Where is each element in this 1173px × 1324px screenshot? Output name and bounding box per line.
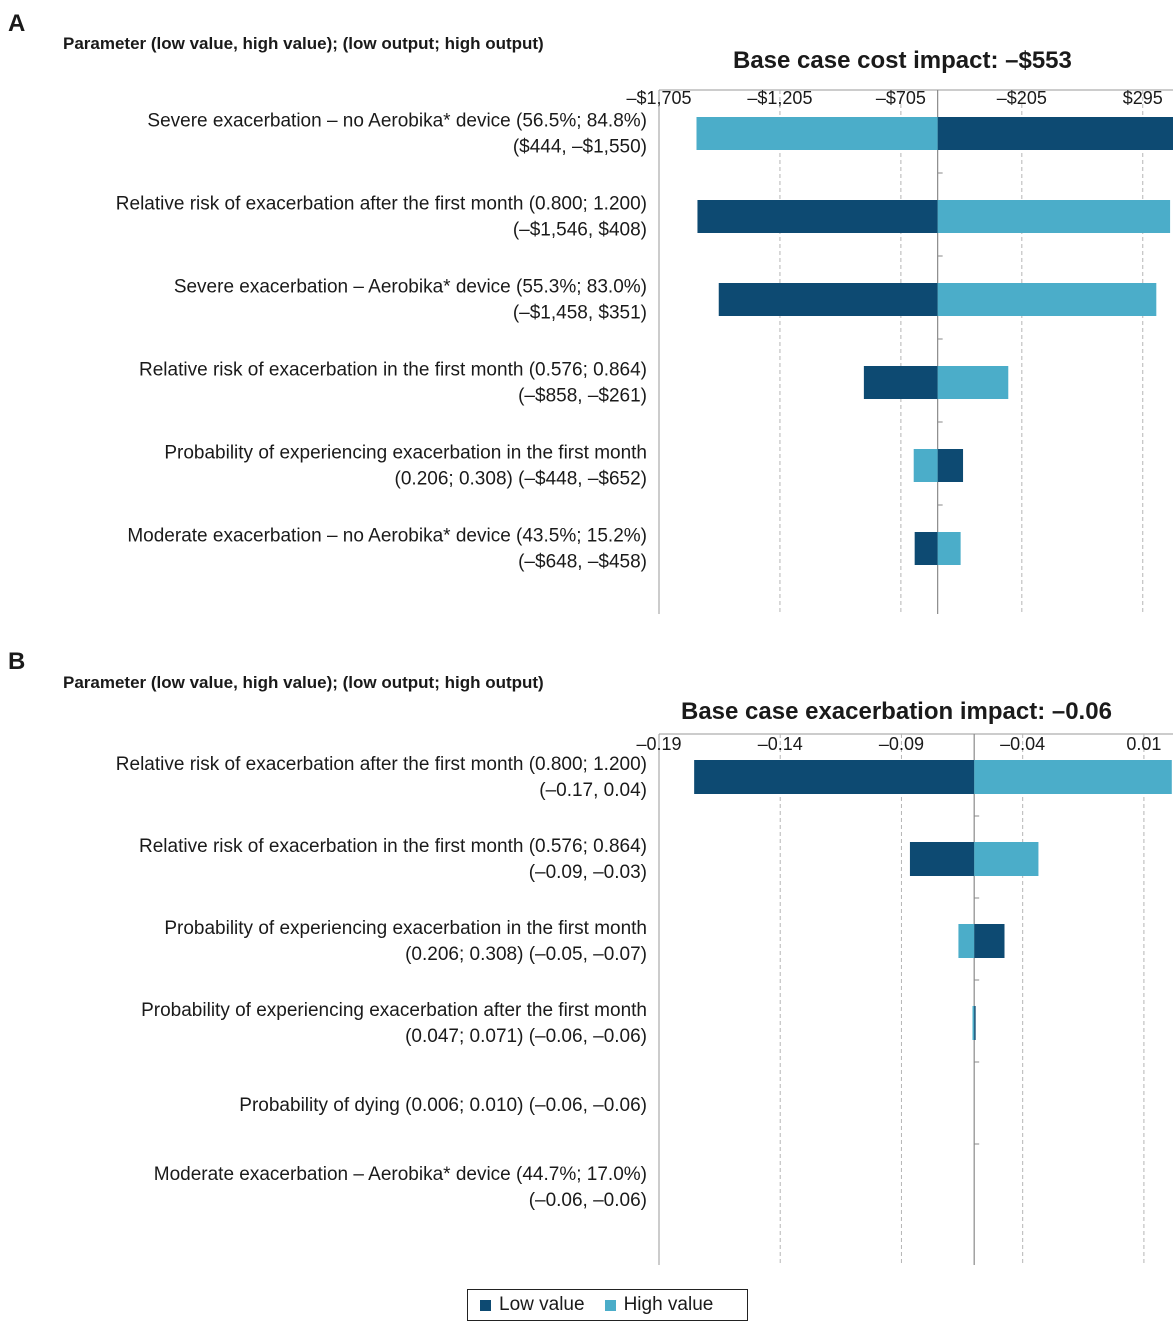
panel-b-bar-high [958, 924, 975, 958]
panel-a-bar-high [696, 117, 938, 150]
panel-b-chart-title: Base case exacerbation impact: –0.06 [681, 698, 1112, 725]
panel-b-row-label: (0.047; 0.071) (–0.06, –0.06) [405, 1026, 647, 1047]
panel-a-bar-low [863, 366, 938, 399]
panel-a-row-label: (–$1,546, $408) [513, 220, 647, 241]
panel-a-bar-high [937, 532, 961, 565]
panel-a-row-label: (–$648, –$458) [518, 552, 647, 573]
panel-a-row-label: ($444, –$1,550) [513, 137, 647, 158]
panel-b-bar-high [972, 1006, 975, 1040]
panel-b-bar-low [974, 1006, 976, 1040]
panel-a-row-label: Severe exacerbation – no Aerobika* devic… [147, 111, 647, 132]
panel-a-bar-low [697, 200, 938, 233]
legend-label-low: Low value [499, 1294, 585, 1315]
panel-a-row-label: Moderate exacerbation – no Aerobika* dev… [127, 526, 647, 547]
panel-b-row-label: (–0.09, –0.03) [529, 862, 647, 883]
panel-a-row-label: Relative risk of exacerbation in the fir… [139, 360, 647, 381]
panel-a-row-label: Severe exacerbation – Aerobika* device (… [174, 277, 647, 298]
legend-item-low: Low value [480, 1294, 585, 1316]
legend-label-high: High value [623, 1294, 714, 1315]
panel-b-row-label: Moderate exacerbation – Aerobika* device… [154, 1164, 647, 1185]
panel-b-row-label: Probability of experiencing exacerbation… [164, 918, 647, 939]
panel-b-bar-high [974, 760, 1172, 794]
panel-a-row-label: (–$858, –$261) [518, 386, 647, 407]
panel-a-param-header: Parameter (low value, high value); (low … [63, 34, 544, 53]
panel-a-tick-label: –$1,705 [626, 88, 691, 108]
panel-a-chart-title: Base case cost impact: –$553 [733, 47, 1072, 74]
panel-a-bar-high [937, 200, 1171, 233]
panel-b-tick-label: 0.01 [1126, 734, 1161, 754]
panel-b-bar-low [974, 924, 1005, 958]
panel-a-row-label: Relative risk of exacerbation after the … [116, 194, 647, 215]
panel-b-param-header: Parameter (low value, high value); (low … [63, 673, 544, 692]
panel-a-bar-high [937, 283, 1157, 316]
legend: Low value High value [467, 1289, 748, 1321]
panel-a-tick-label: –$1,205 [747, 88, 812, 108]
panel-b-letter: B [8, 648, 26, 675]
panel-a-tick-label: –$205 [997, 88, 1047, 108]
panel-b-tick-label: –0.19 [636, 734, 681, 754]
panel-b-row-label: Relative risk of exacerbation after the … [116, 754, 647, 775]
panel-a-bar-low [718, 283, 938, 316]
legend-swatch-high [604, 1299, 616, 1311]
panel-b-row-label: (0.206; 0.308) (–0.05, –0.07) [405, 944, 647, 965]
panel-a-tick-label: –$705 [876, 88, 926, 108]
panel-a-row-label: Probability of experiencing exacerbation… [164, 443, 647, 464]
panel-a-row-label: (0.206; 0.308) (–$448, –$652) [395, 469, 647, 490]
panel-b-tick-label: –0.09 [879, 734, 924, 754]
panel-b-bar-high [974, 842, 1039, 876]
panel-b-row-label: Relative risk of exacerbation in the fir… [139, 836, 647, 857]
panel-a-tick-label: $295 [1123, 88, 1163, 108]
panel-a-bar-low [937, 449, 964, 482]
panel-a-bar-low [937, 117, 1173, 150]
legend-item-high: High value [604, 1294, 714, 1316]
panel-a-letter: A [8, 10, 26, 37]
panel-b-bar-low [909, 842, 975, 876]
panel-a-bar-high [913, 449, 938, 482]
panel-b-row-label: Probability of dying (0.006; 0.010) (–0.… [239, 1095, 647, 1116]
panel-b-bar-low [694, 760, 975, 794]
panel-a-bar-high [937, 366, 1009, 399]
legend-swatch-low [480, 1299, 491, 1311]
panel-b-tick-label: –0.04 [1000, 734, 1045, 754]
panel-b-row-label: (–0.17, 0.04) [539, 780, 647, 801]
panel-b-row-label: (–0.06, –0.06) [529, 1190, 647, 1211]
panel-a-row-label: (–$1,458, $351) [513, 303, 647, 324]
panel-a-bar-low [914, 532, 938, 565]
panel-b-row-label: Probability of experiencing exacerbation… [141, 1000, 647, 1021]
panel-b-tick-label: –0.14 [758, 734, 803, 754]
